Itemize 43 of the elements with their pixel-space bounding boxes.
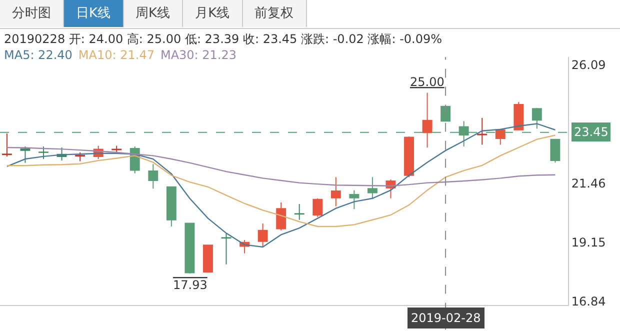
text: 月K线	[183, 0, 243, 27]
candlestick	[20, 146, 30, 164]
annotation: 25.00	[410, 75, 444, 89]
text: MA10: 21.47	[78, 48, 154, 62]
line-series	[6, 134, 556, 228]
candlestick	[495, 129, 506, 146]
text: MA5: 22.40	[4, 48, 72, 62]
candlestick	[166, 186, 176, 228]
x-tick-label: 2019-02-28	[411, 311, 481, 325]
line-series	[6, 146, 556, 186]
text: MA30: 21.23	[160, 48, 237, 62]
candlestick	[477, 117, 488, 146]
candlestick	[404, 136, 414, 178]
text: 20190228 开: 24.00 高: 25.00 低: 23.39 收: 23.45 涨跌: -0.02 涨幅: -0.09%	[4, 31, 442, 48]
candlestick	[276, 202, 286, 231]
text: 周K线	[124, 0, 184, 27]
candlestick	[349, 190, 360, 210]
candlestick	[221, 232, 232, 265]
ref-line-label: 23.45	[574, 125, 608, 139]
candlestick	[422, 92, 432, 148]
text: 分时图	[0, 0, 64, 27]
candlestick	[258, 222, 268, 248]
candlestick	[514, 102, 524, 130]
candlestick	[440, 106, 451, 122]
candlestick	[294, 204, 304, 220]
candlestick	[367, 176, 378, 199]
y-tick-label: 21.46	[571, 176, 606, 190]
candlestick	[532, 107, 542, 130]
candlestick	[330, 176, 341, 207]
candlestick	[2, 132, 12, 157]
y-tick-label: 16.84	[571, 294, 606, 309]
line-series	[6, 123, 556, 248]
candlestick	[550, 138, 560, 164]
y-tick-label: 19.15	[571, 236, 606, 250]
annotation: 17.93	[173, 278, 208, 292]
y-tick-label: 26.09	[571, 58, 606, 72]
candlestick	[312, 198, 323, 218]
candlestick	[184, 222, 195, 274]
candlestick	[148, 164, 158, 190]
text: 前复权	[242, 0, 307, 27]
candlestick	[203, 244, 213, 273]
text: 日K线	[64, 0, 124, 27]
candlestick	[112, 145, 122, 154]
